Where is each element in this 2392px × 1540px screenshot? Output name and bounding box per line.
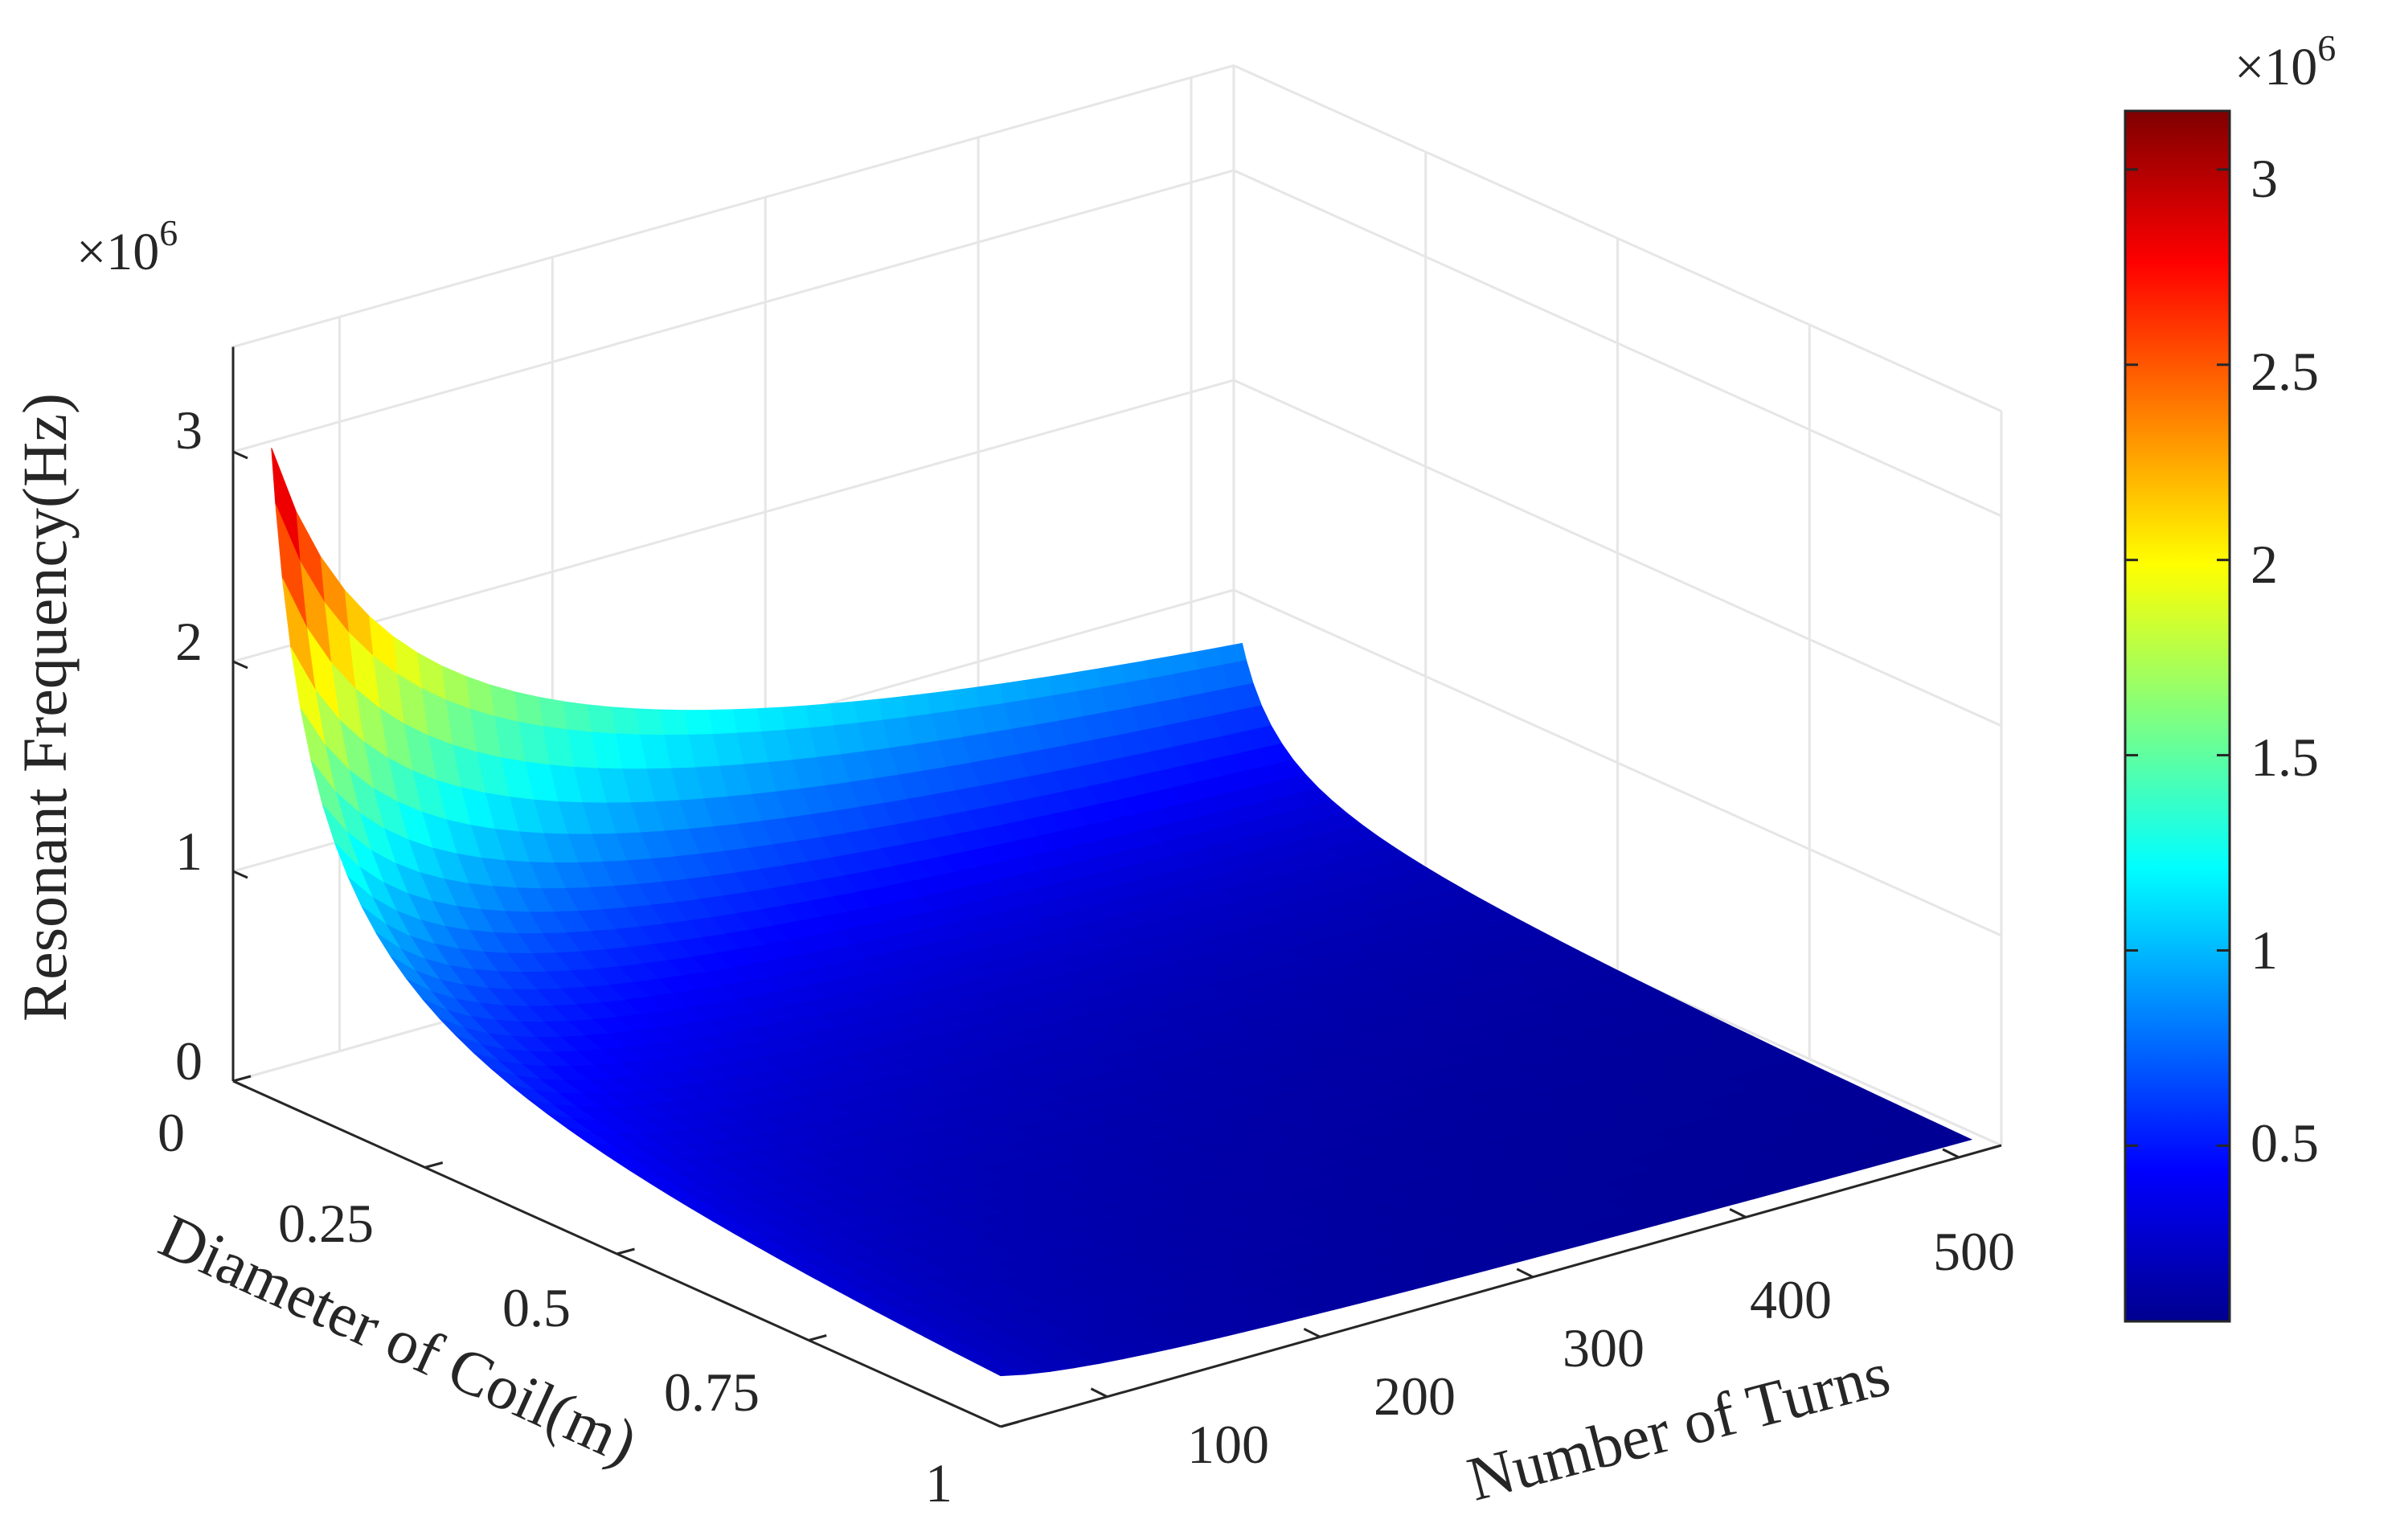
- colorbar-gradient: [2124, 109, 2231, 1323]
- axes-lines: [231, 346, 2002, 1428]
- axes-grid: [231, 64, 2003, 1147]
- y-tick: [232, 1075, 252, 1083]
- x-tick-label: 400: [1750, 1269, 1832, 1330]
- z-tick-label: 1: [175, 821, 203, 882]
- y-tick-label: 0.5: [502, 1277, 571, 1338]
- grid-line: [232, 64, 1235, 348]
- surface-patch: [707, 709, 738, 735]
- x-axis-line: [1000, 1144, 2002, 1428]
- surface-patch: [877, 696, 907, 721]
- z-tick-labels: 0 1 2 3: [175, 399, 203, 1092]
- surface-patch: [973, 1361, 1027, 1377]
- colorbar-tick-label: 3: [2251, 148, 2278, 209]
- surface-patch: [926, 690, 956, 715]
- y-tick-labels: 0 0.25 0.5 0.75 1: [158, 1102, 952, 1513]
- x-tick: [1090, 1387, 1108, 1399]
- frequency-surface: [271, 448, 1973, 1377]
- y-tick-label: 0: [158, 1102, 185, 1163]
- grid-line: [232, 379, 2002, 727]
- y-tick-label: 0.25: [278, 1193, 374, 1254]
- surface-patch: [902, 693, 932, 719]
- colorbar-tick-label: 1: [2251, 919, 2278, 981]
- z-tick-label: 3: [175, 399, 203, 461]
- x-tick-label: 200: [1374, 1366, 1456, 1427]
- x-tick-label: 100: [1187, 1414, 1269, 1475]
- surface-patch: [586, 704, 616, 735]
- x-axis-label: Number of Turns: [1460, 1338, 1896, 1514]
- z-tick-label: 2: [175, 611, 203, 672]
- x-tick: [1303, 1327, 1321, 1338]
- z-tick: [232, 660, 248, 670]
- y-axis-label: Diameter of Coil(m): [150, 1200, 647, 1477]
- surface-patch: [731, 708, 762, 734]
- colorbar-tick-label: 1.5: [2251, 727, 2319, 788]
- surface-patch: [853, 698, 883, 724]
- surface-patch: [805, 703, 834, 729]
- z-axis-label: Resonant Frequency(Hz): [10, 393, 80, 1022]
- z-tick: [232, 450, 248, 460]
- surface-patch: [635, 708, 665, 736]
- surface-patch: [780, 705, 810, 731]
- surface-patch: [683, 710, 713, 735]
- colorbar: 0.5 1 1.5 2 2.5 3 ×106: [2124, 27, 2336, 1323]
- x-tick: [1942, 1148, 1960, 1159]
- surface-patch: [659, 709, 689, 736]
- colorbar-tick-label: 2: [2251, 534, 2278, 595]
- x-tick: [1729, 1208, 1747, 1218]
- x-tick-labels: 100 200 300 400 500: [1187, 1221, 2015, 1475]
- z-tick-label: 0: [175, 1030, 203, 1092]
- surface-patch: [829, 701, 859, 727]
- z-tick: [232, 870, 248, 879]
- z-axis-exponent: ×106: [76, 212, 178, 281]
- grid-line: [232, 169, 2002, 518]
- y-tick: [616, 1247, 635, 1255]
- surface-patch: [950, 686, 981, 711]
- x-tick: [1516, 1268, 1534, 1279]
- y-tick-label: 0.75: [664, 1362, 760, 1423]
- y-tick: [424, 1161, 444, 1169]
- colorbar-tick-label: 2.5: [2251, 341, 2319, 402]
- y-tick-label: 1: [925, 1452, 952, 1513]
- surface-patch: [756, 707, 786, 733]
- colorbar-exponent: ×106: [2234, 27, 2336, 96]
- surface-patch: [974, 683, 1005, 708]
- colorbar-tick-label: 0.5: [2251, 1112, 2319, 1173]
- surface-patch: [610, 707, 641, 735]
- x-tick-label: 300: [1563, 1317, 1644, 1378]
- y-tick: [808, 1334, 827, 1341]
- colorbar-ticks: [2125, 168, 2230, 1147]
- x-tick-label: 500: [1933, 1221, 2015, 1282]
